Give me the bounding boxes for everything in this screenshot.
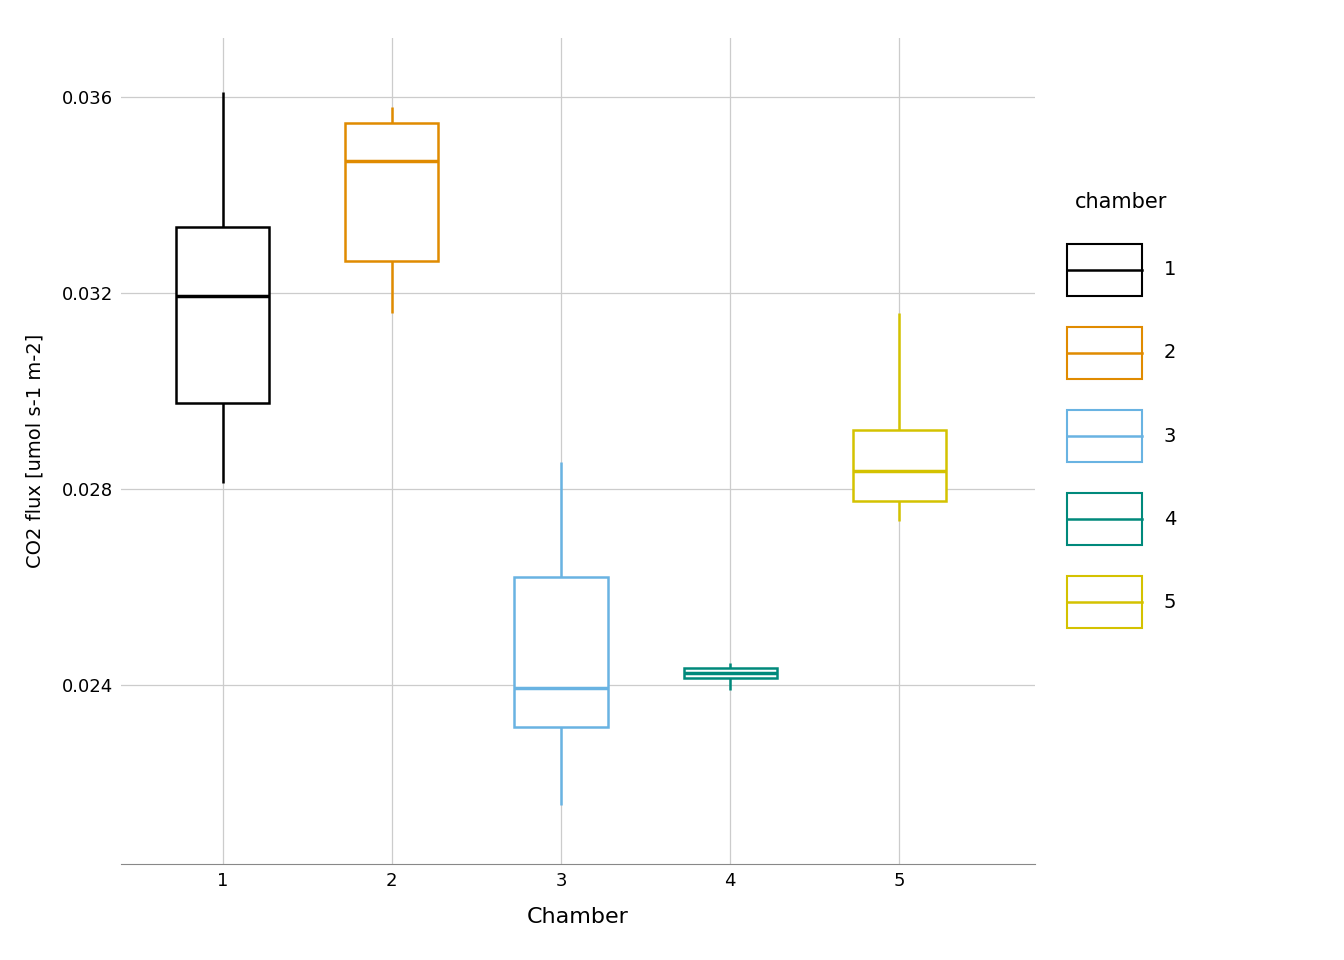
Text: 4: 4 [1164,510,1176,529]
Bar [345,123,438,261]
Text: 2: 2 [1164,344,1176,363]
Bar [176,227,269,403]
Y-axis label: CO2 flux [umol s-1 m-2]: CO2 flux [umol s-1 m-2] [26,334,44,568]
Text: chamber: chamber [1075,192,1168,212]
Text: 1: 1 [1164,260,1176,279]
Text: 5: 5 [1164,593,1176,612]
Bar [853,430,946,501]
Bar [515,577,607,727]
X-axis label: Chamber: Chamber [527,907,629,927]
Text: 3: 3 [1164,426,1176,445]
Bar [684,668,777,678]
